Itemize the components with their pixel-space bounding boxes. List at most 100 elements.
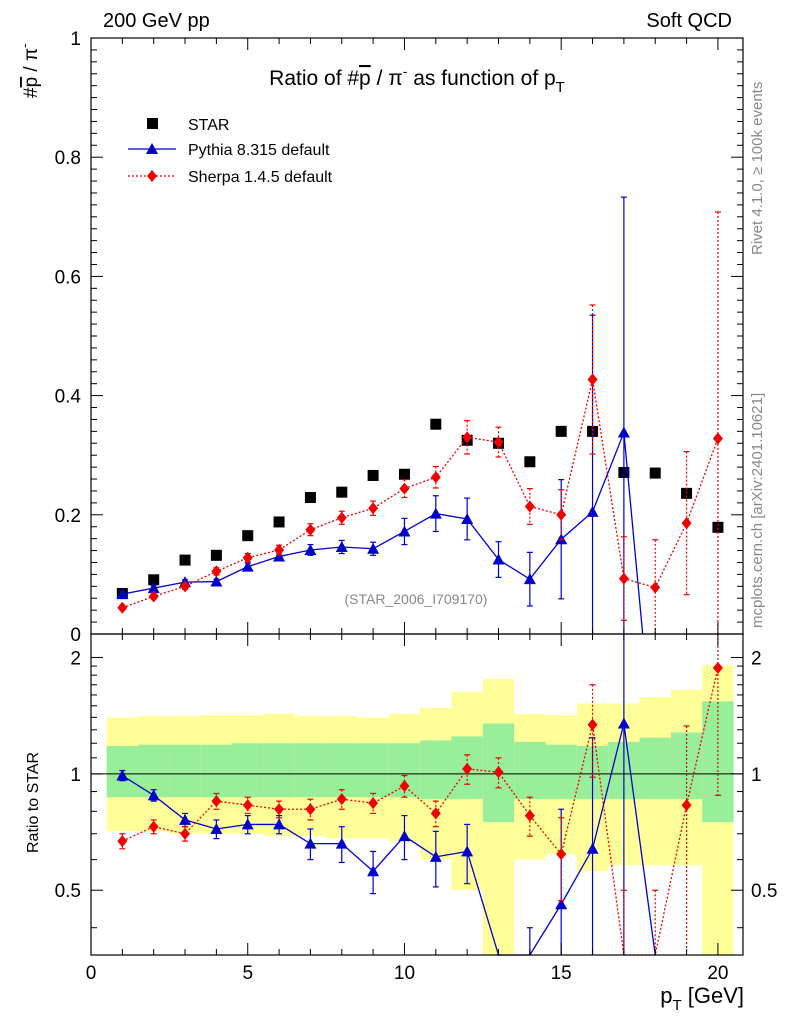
- pythia-ratio-point: [367, 865, 380, 877]
- sherpa-ratio-point: [117, 835, 128, 848]
- sherpa-ratio-point: [148, 820, 159, 833]
- pythia-point: [523, 573, 536, 585]
- band-inner: [263, 743, 295, 798]
- band-inner: [294, 743, 327, 798]
- sherpa-ratio-point: [462, 762, 473, 775]
- sherpa-ratio-point: [180, 827, 191, 840]
- x-label-unit: [GeV]: [682, 983, 744, 1008]
- sherpa-point: [681, 517, 692, 530]
- star-point: [304, 492, 316, 504]
- sherpa-point: [274, 543, 285, 556]
- x-tick-label: 10: [394, 963, 415, 984]
- band-inner: [514, 741, 546, 800]
- legend-sherpa-label: Sherpa 1.4.5 default: [188, 169, 333, 186]
- sherpa-ratio-point: [430, 807, 441, 820]
- band-inner: [357, 743, 389, 798]
- star-point: [367, 469, 379, 481]
- sherpa-point: [618, 572, 629, 585]
- y-tick-label: 0.2: [55, 506, 81, 527]
- pythia-point: [367, 542, 380, 554]
- pythia-ratio-point: [617, 717, 630, 729]
- ratio-y-label: Ratio to STAR: [25, 752, 42, 853]
- pythia-point: [617, 426, 630, 438]
- y-tick-label: 0.4: [55, 387, 82, 408]
- ratio-y-tick-label-left: 1: [70, 765, 81, 786]
- pythia-point: [461, 512, 474, 524]
- star-point: [179, 554, 191, 566]
- sherpa-point: [524, 500, 535, 513]
- sherpa-point: [368, 502, 379, 515]
- pythia-point: [147, 582, 160, 594]
- title-sub: T: [556, 79, 565, 96]
- y-tick-label: 1: [70, 29, 81, 50]
- chart-title: Ratio of #p / π- as function of pT: [269, 63, 565, 96]
- pythia-point: [335, 540, 348, 552]
- band-inner: [169, 744, 201, 798]
- sherpa-point: [650, 581, 661, 594]
- header-right: Soft QCD: [646, 10, 732, 32]
- sherpa-ratio-point: [399, 780, 410, 793]
- main-y-label: #p / π-: [17, 44, 42, 98]
- pythia-ratio-point: [273, 818, 286, 830]
- rivet-label: Rivet 4.1.0, ≥ 100k events: [749, 82, 766, 255]
- pythia-line-tail: [623, 432, 644, 635]
- pythia-point: [116, 588, 129, 600]
- x-label-sub: T: [672, 997, 681, 1014]
- sherpa-point: [211, 565, 222, 578]
- pythia-ratio-line: [121, 723, 656, 956]
- sherpa-point: [336, 511, 347, 524]
- band-inner: [232, 743, 264, 798]
- pythia-ratio-point: [429, 850, 442, 862]
- star-point: [336, 486, 348, 498]
- x-tick-label: 0: [86, 963, 97, 984]
- band-inner: [545, 744, 577, 800]
- band-inner: [639, 737, 671, 800]
- x-tick-label: 20: [707, 963, 728, 984]
- star-point: [398, 468, 410, 480]
- star-point: [555, 425, 567, 437]
- star-point: [210, 549, 222, 561]
- title-slash: / π: [371, 67, 403, 90]
- pythia-ratio-point: [304, 837, 317, 849]
- ratio-y-tick-label-left: 2: [70, 648, 81, 669]
- sherpa-line: [122, 379, 719, 609]
- pythia-point: [210, 575, 223, 587]
- ratio-y-tick-label-right: 0.5: [751, 881, 777, 902]
- y-label-sup: -: [17, 44, 32, 48]
- star-point: [273, 516, 285, 528]
- sherpa-point: [587, 373, 598, 386]
- star-point: [148, 574, 160, 586]
- sherpa-ratio-point: [681, 799, 692, 812]
- legend-star-marker: [147, 118, 158, 129]
- sherpa-point: [399, 482, 410, 495]
- y-tick-label: 0.6: [55, 267, 81, 288]
- x-axis-label: pT [GeV]: [660, 983, 744, 1014]
- sherpa-point: [556, 508, 567, 521]
- sherpa-point: [180, 580, 191, 593]
- y-tick-label: 0: [70, 625, 81, 646]
- pythia-ratio-point: [147, 789, 160, 801]
- sherpa-ratio-point: [211, 795, 222, 808]
- ratio-bands: [91, 665, 743, 955]
- band-inner: [326, 743, 358, 798]
- sherpa-ratio-point: [556, 848, 567, 861]
- x-label-p: p: [660, 983, 672, 1008]
- pythia-ratio-point: [241, 818, 254, 830]
- pythia-ratio-point: [210, 823, 223, 835]
- pythia-point: [398, 525, 411, 537]
- ratio-y-tick-label-right: 1: [751, 765, 762, 786]
- ratio-y-tick-label-right: 2: [751, 648, 762, 669]
- title-fn: as function of p: [407, 67, 555, 90]
- pythia-point: [492, 553, 505, 565]
- pythia-point: [586, 505, 599, 517]
- sherpa-ratio-point: [368, 797, 379, 810]
- pythia-point: [241, 560, 254, 572]
- pythia-ratio-point: [461, 845, 474, 857]
- y-label-hash: #: [21, 87, 42, 98]
- star-point: [649, 467, 661, 479]
- ratio-frame: [90, 633, 744, 956]
- y-label-slash: / π: [21, 48, 42, 77]
- header-left: 200 GeV pp: [103, 10, 210, 32]
- sherpa-point: [305, 523, 316, 536]
- axes: 0 5 10 15 20 0 0.2 0.4 0.6 0.8 1 0.5 0.5 1 1 2 2: [55, 29, 778, 984]
